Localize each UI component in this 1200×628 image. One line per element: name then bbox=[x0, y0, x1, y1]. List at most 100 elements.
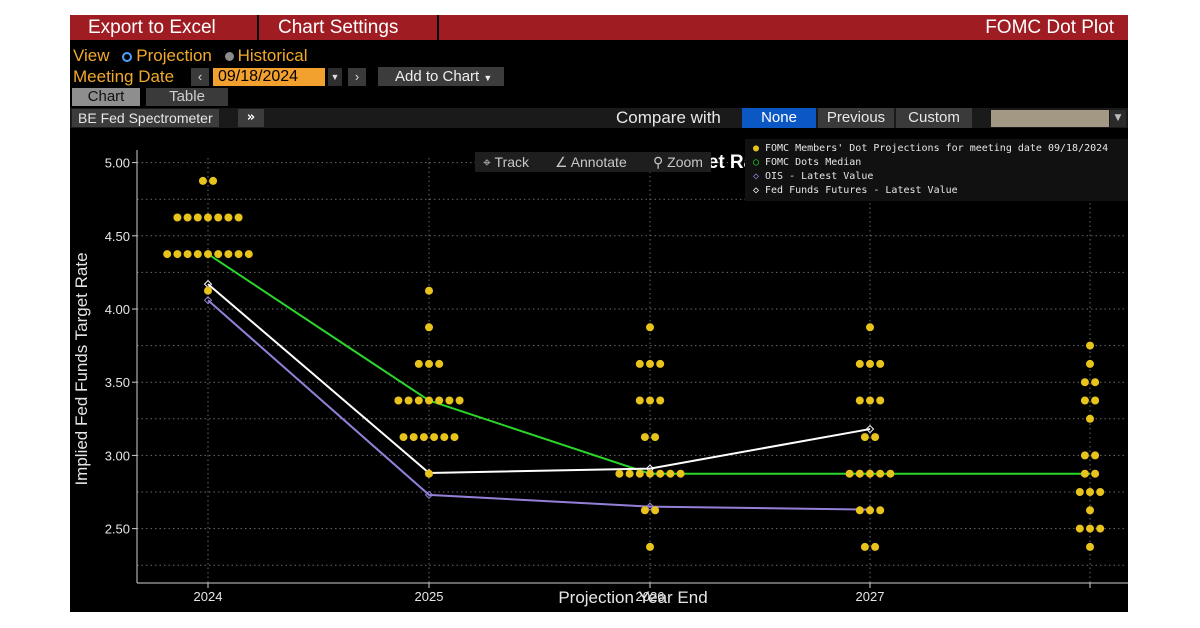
compare-previous-button[interactable]: Previous bbox=[818, 108, 894, 128]
fomc-member-dot bbox=[866, 396, 874, 405]
fomc-member-dot bbox=[409, 433, 418, 442]
fed-spectrometer-button[interactable]: BE Fed Spectrometer bbox=[72, 109, 219, 127]
fomc-member-dot bbox=[855, 396, 864, 405]
fomc-member-dot bbox=[640, 433, 649, 442]
dot-plot-chart[interactable]: 5.00 4.50 4.00 3.50 3.00 2.50 2024 2025 2026 2027… bbox=[70, 130, 1128, 612]
next-date-button[interactable]: › bbox=[348, 68, 366, 86]
fomc-member-dot bbox=[1086, 506, 1094, 515]
export-to-excel-button[interactable]: Export to Excel bbox=[88, 17, 216, 38]
magnifier-icon: ⚲ bbox=[653, 154, 664, 170]
fomc-member-dot bbox=[1091, 469, 1100, 478]
annotate-tool[interactable]: ∠ Annotate bbox=[555, 152, 627, 172]
add-to-chart-label: Add to Chart bbox=[395, 68, 480, 85]
fomc-member-dot bbox=[871, 542, 880, 551]
fomc-member-dot bbox=[656, 396, 665, 405]
fomc-member-dot bbox=[855, 506, 864, 515]
fomc-member-dot bbox=[198, 176, 207, 185]
projection-radio[interactable]: Projection bbox=[114, 46, 216, 65]
fomc-member-dot bbox=[646, 469, 654, 478]
fomc-member-dot bbox=[425, 469, 433, 478]
fomc-member-dot bbox=[876, 469, 885, 478]
previous-date-button[interactable]: ‹ bbox=[191, 68, 209, 86]
x-tick-label: 2027 bbox=[856, 589, 885, 604]
fomc-member-dot bbox=[425, 286, 433, 295]
legend-item-ois: ◇ OIS - Latest Value bbox=[753, 170, 873, 184]
fomc-member-dot bbox=[399, 433, 408, 442]
futures-line bbox=[207, 283, 871, 474]
white-diamond-icon: ◇ bbox=[753, 185, 760, 196]
fomc-member-dot bbox=[435, 396, 444, 405]
fomc-member-dot bbox=[450, 433, 459, 442]
y-tick-label: 2.50 bbox=[105, 522, 130, 537]
fomc-member-dot bbox=[651, 506, 660, 515]
view-row: View Projection Historical bbox=[70, 46, 308, 66]
meeting-date-field[interactable]: 09/18/2024 bbox=[213, 68, 325, 86]
fomc-member-dot bbox=[860, 433, 869, 442]
fomc-member-dot bbox=[1075, 524, 1084, 533]
fomc-member-dot bbox=[1080, 396, 1089, 405]
legend-item-median: ○ FOMC Dots Median bbox=[753, 156, 861, 170]
tab-table[interactable]: Table bbox=[146, 88, 228, 106]
y-tick-label: 3.00 bbox=[105, 448, 130, 463]
chart-legend: ● FOMC Members' Dot Projections for meeti… bbox=[745, 139, 1128, 201]
tab-chart[interactable]: Chart bbox=[72, 88, 140, 106]
fomc-member-dot bbox=[414, 359, 423, 368]
fomc-member-dot bbox=[1096, 488, 1105, 496]
legend-item-dots: ● FOMC Members' Dot Projections for meeti… bbox=[753, 142, 1108, 156]
title-bar-divider bbox=[257, 15, 259, 40]
x-tick-label: 2024 bbox=[194, 589, 223, 604]
fomc-member-dot bbox=[1086, 542, 1094, 551]
fomc-member-dot bbox=[214, 250, 223, 259]
fomc-member-dot bbox=[204, 250, 212, 259]
fomc-member-dot bbox=[615, 469, 624, 478]
fomc-member-dot bbox=[656, 359, 665, 368]
x-tick-label: 2025 bbox=[415, 589, 444, 604]
fomc-member-dot bbox=[1091, 396, 1100, 405]
add-to-chart-button[interactable]: Add to Chart ▼ bbox=[378, 67, 505, 86]
yellow-dot-icon: ● bbox=[753, 143, 760, 154]
fomc-member-dot bbox=[193, 250, 202, 259]
historical-option-label: Historical bbox=[237, 46, 308, 65]
historical-radio[interactable]: Historical bbox=[217, 46, 308, 65]
fomc-member-dot bbox=[224, 213, 233, 222]
date-dropdown-icon[interactable]: ▼ bbox=[328, 68, 342, 86]
fomc-member-dot bbox=[435, 359, 444, 368]
compare-none-button[interactable]: None bbox=[742, 108, 816, 128]
purple-diamond-icon: ◇ bbox=[753, 171, 760, 182]
radio-selected-icon bbox=[122, 51, 133, 62]
fomc-member-dot bbox=[656, 469, 665, 478]
fomc-member-dot bbox=[419, 433, 428, 442]
fomc-member-dot bbox=[1086, 359, 1094, 368]
zoom-label: Zoom bbox=[667, 154, 703, 170]
fomc-member-dot bbox=[1096, 524, 1105, 533]
zoom-tool[interactable]: ⚲ Zoom bbox=[653, 152, 703, 172]
double-chevron-right-icon[interactable]: » bbox=[238, 109, 264, 127]
custom-dropdown-icon[interactable]: ▼ bbox=[1110, 110, 1126, 127]
fomc-member-dot bbox=[640, 506, 649, 515]
fomc-member-dot bbox=[445, 396, 454, 405]
x-tick-label: 2026 bbox=[636, 589, 665, 604]
fomc-member-dot bbox=[866, 323, 874, 332]
fomc-member-dot bbox=[183, 213, 192, 222]
fomc-member-dot bbox=[209, 176, 218, 185]
y-tick-label: 4.00 bbox=[105, 302, 130, 317]
fomc-member-dot bbox=[646, 542, 654, 551]
chart-settings-button[interactable]: Chart Settings bbox=[278, 17, 399, 38]
compare-custom-button[interactable]: Custom bbox=[896, 108, 972, 128]
custom-date-swatch[interactable] bbox=[991, 110, 1109, 127]
fomc-member-dot bbox=[1091, 378, 1100, 387]
fomc-member-dot bbox=[183, 250, 192, 259]
fomc-member-dot bbox=[1086, 524, 1094, 533]
chart-toolbar: BE Fed Spectrometer » Compare with None … bbox=[70, 108, 1128, 128]
fomc-member-dot bbox=[414, 396, 423, 405]
ois-line-point bbox=[203, 296, 213, 305]
y-tick-label: 4.50 bbox=[105, 229, 130, 244]
fomc-member-dot bbox=[866, 359, 874, 368]
fomc-member-dot bbox=[173, 250, 182, 259]
fomc-member-dot bbox=[173, 213, 182, 222]
track-tool[interactable]: ⌖ Track bbox=[483, 152, 529, 172]
fomc-member-dot bbox=[425, 359, 433, 368]
fomc-member-dot bbox=[1075, 488, 1084, 496]
fomc-member-dot bbox=[666, 469, 675, 478]
y-tick-label: 5.00 bbox=[105, 156, 130, 171]
